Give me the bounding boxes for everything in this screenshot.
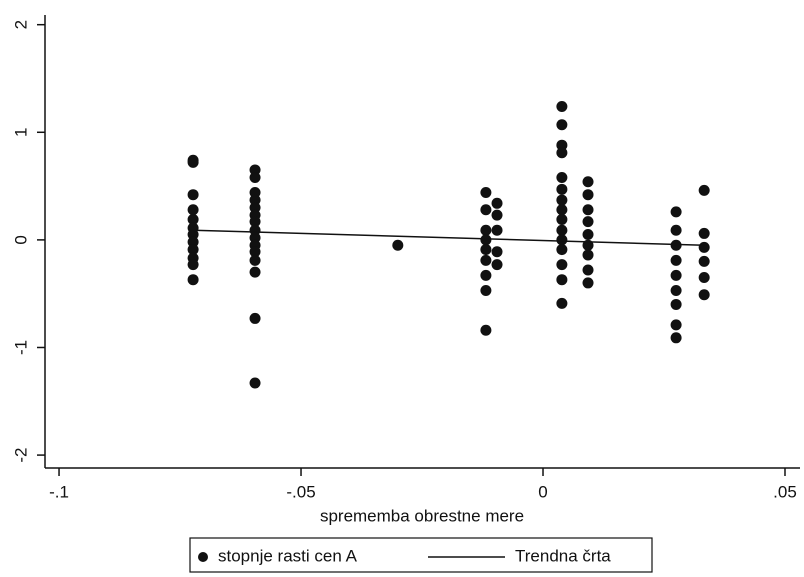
scatter-point [491,224,503,236]
scatter-point [556,244,568,256]
scatter-point [249,164,261,176]
scatter-point [249,232,261,244]
scatter-point [556,100,568,112]
scatter-point [556,183,568,195]
scatter-point [249,312,261,324]
legend-marker [198,552,208,562]
y-tick-label: 1 [11,128,30,137]
scatter-point [480,244,492,256]
scatter-point [480,187,492,199]
y-tick-label: 2 [11,20,30,29]
scatter-point [698,184,710,196]
scatter-point [480,269,492,281]
scatter-point [249,187,261,199]
scatter-point [582,204,594,216]
legend-label: stopnje rasti cen A [218,546,358,565]
y-tick-label: 0 [11,235,30,244]
scatter-point [698,227,710,239]
scatter-point [187,274,199,286]
scatter-point [698,272,710,284]
scatter-point [556,224,568,236]
scatter-point [480,254,492,266]
scatter-point [249,377,261,389]
y-tick-label: -1 [11,340,30,355]
scatter-point [698,289,710,301]
scatter-point [556,119,568,131]
scatter-point [582,189,594,201]
scatter-point [491,259,503,271]
scatter-point [480,234,492,246]
scatter-point [249,194,261,206]
x-axis-title: sprememba obrestne mere [320,506,524,525]
scatter-point [556,204,568,216]
scatter-point [249,202,261,214]
scatter-point [187,156,199,168]
trend-line [193,229,705,247]
scatter-point [249,171,261,183]
scatter-point [392,239,404,251]
scatter-point [556,234,568,246]
scatter-point [249,266,261,278]
scatter-point [582,264,594,276]
scatter-point [582,277,594,289]
scatter-point [187,259,199,271]
scatter-point [670,332,682,344]
legend-box [189,537,653,573]
y-tick-label: -2 [11,448,30,463]
scatter-point [670,319,682,331]
scatter-point [698,241,710,253]
scatter-point [249,254,261,266]
scatter-point [480,204,492,216]
scatter-point [582,176,594,188]
x-tick-label: .05 [773,482,797,501]
x-tick-label: -.05 [286,482,315,501]
scatter-point [556,259,568,271]
scatter-point [582,249,594,261]
scatter-point [491,197,503,209]
scatter-point [556,213,568,225]
scatter-point [670,206,682,218]
scatter-point [187,244,199,256]
legend-label: Trendna črta [515,546,611,565]
scatter-point [249,246,261,258]
scatter-point [480,224,492,236]
scatter-point [187,189,199,201]
scatter-point [582,216,594,228]
x-tick-label: 0 [538,482,547,501]
scatter-point [670,254,682,266]
scatter-point [556,171,568,183]
scatter-point [582,229,594,241]
scatter-point [491,246,503,258]
scatter-point [670,224,682,236]
scatter-point [670,298,682,310]
scatter-point [480,324,492,336]
scatter-point [556,139,568,151]
x-tick-label: -.1 [49,482,69,501]
scatter-point [698,255,710,267]
scatter-point [556,194,568,206]
scatter-point [556,274,568,286]
scatter-point [670,284,682,296]
scatter-point [480,284,492,296]
scatter-point [187,213,199,225]
scatter-point [187,236,199,248]
scatter-point [556,147,568,159]
scatter-point [249,224,261,236]
scatter-point [670,269,682,281]
scatter-point [491,209,503,221]
scatter-point [187,204,199,216]
scatter-point [187,229,199,241]
scatter-point [670,239,682,251]
scatter-point [556,297,568,309]
scatter-point [249,216,261,228]
